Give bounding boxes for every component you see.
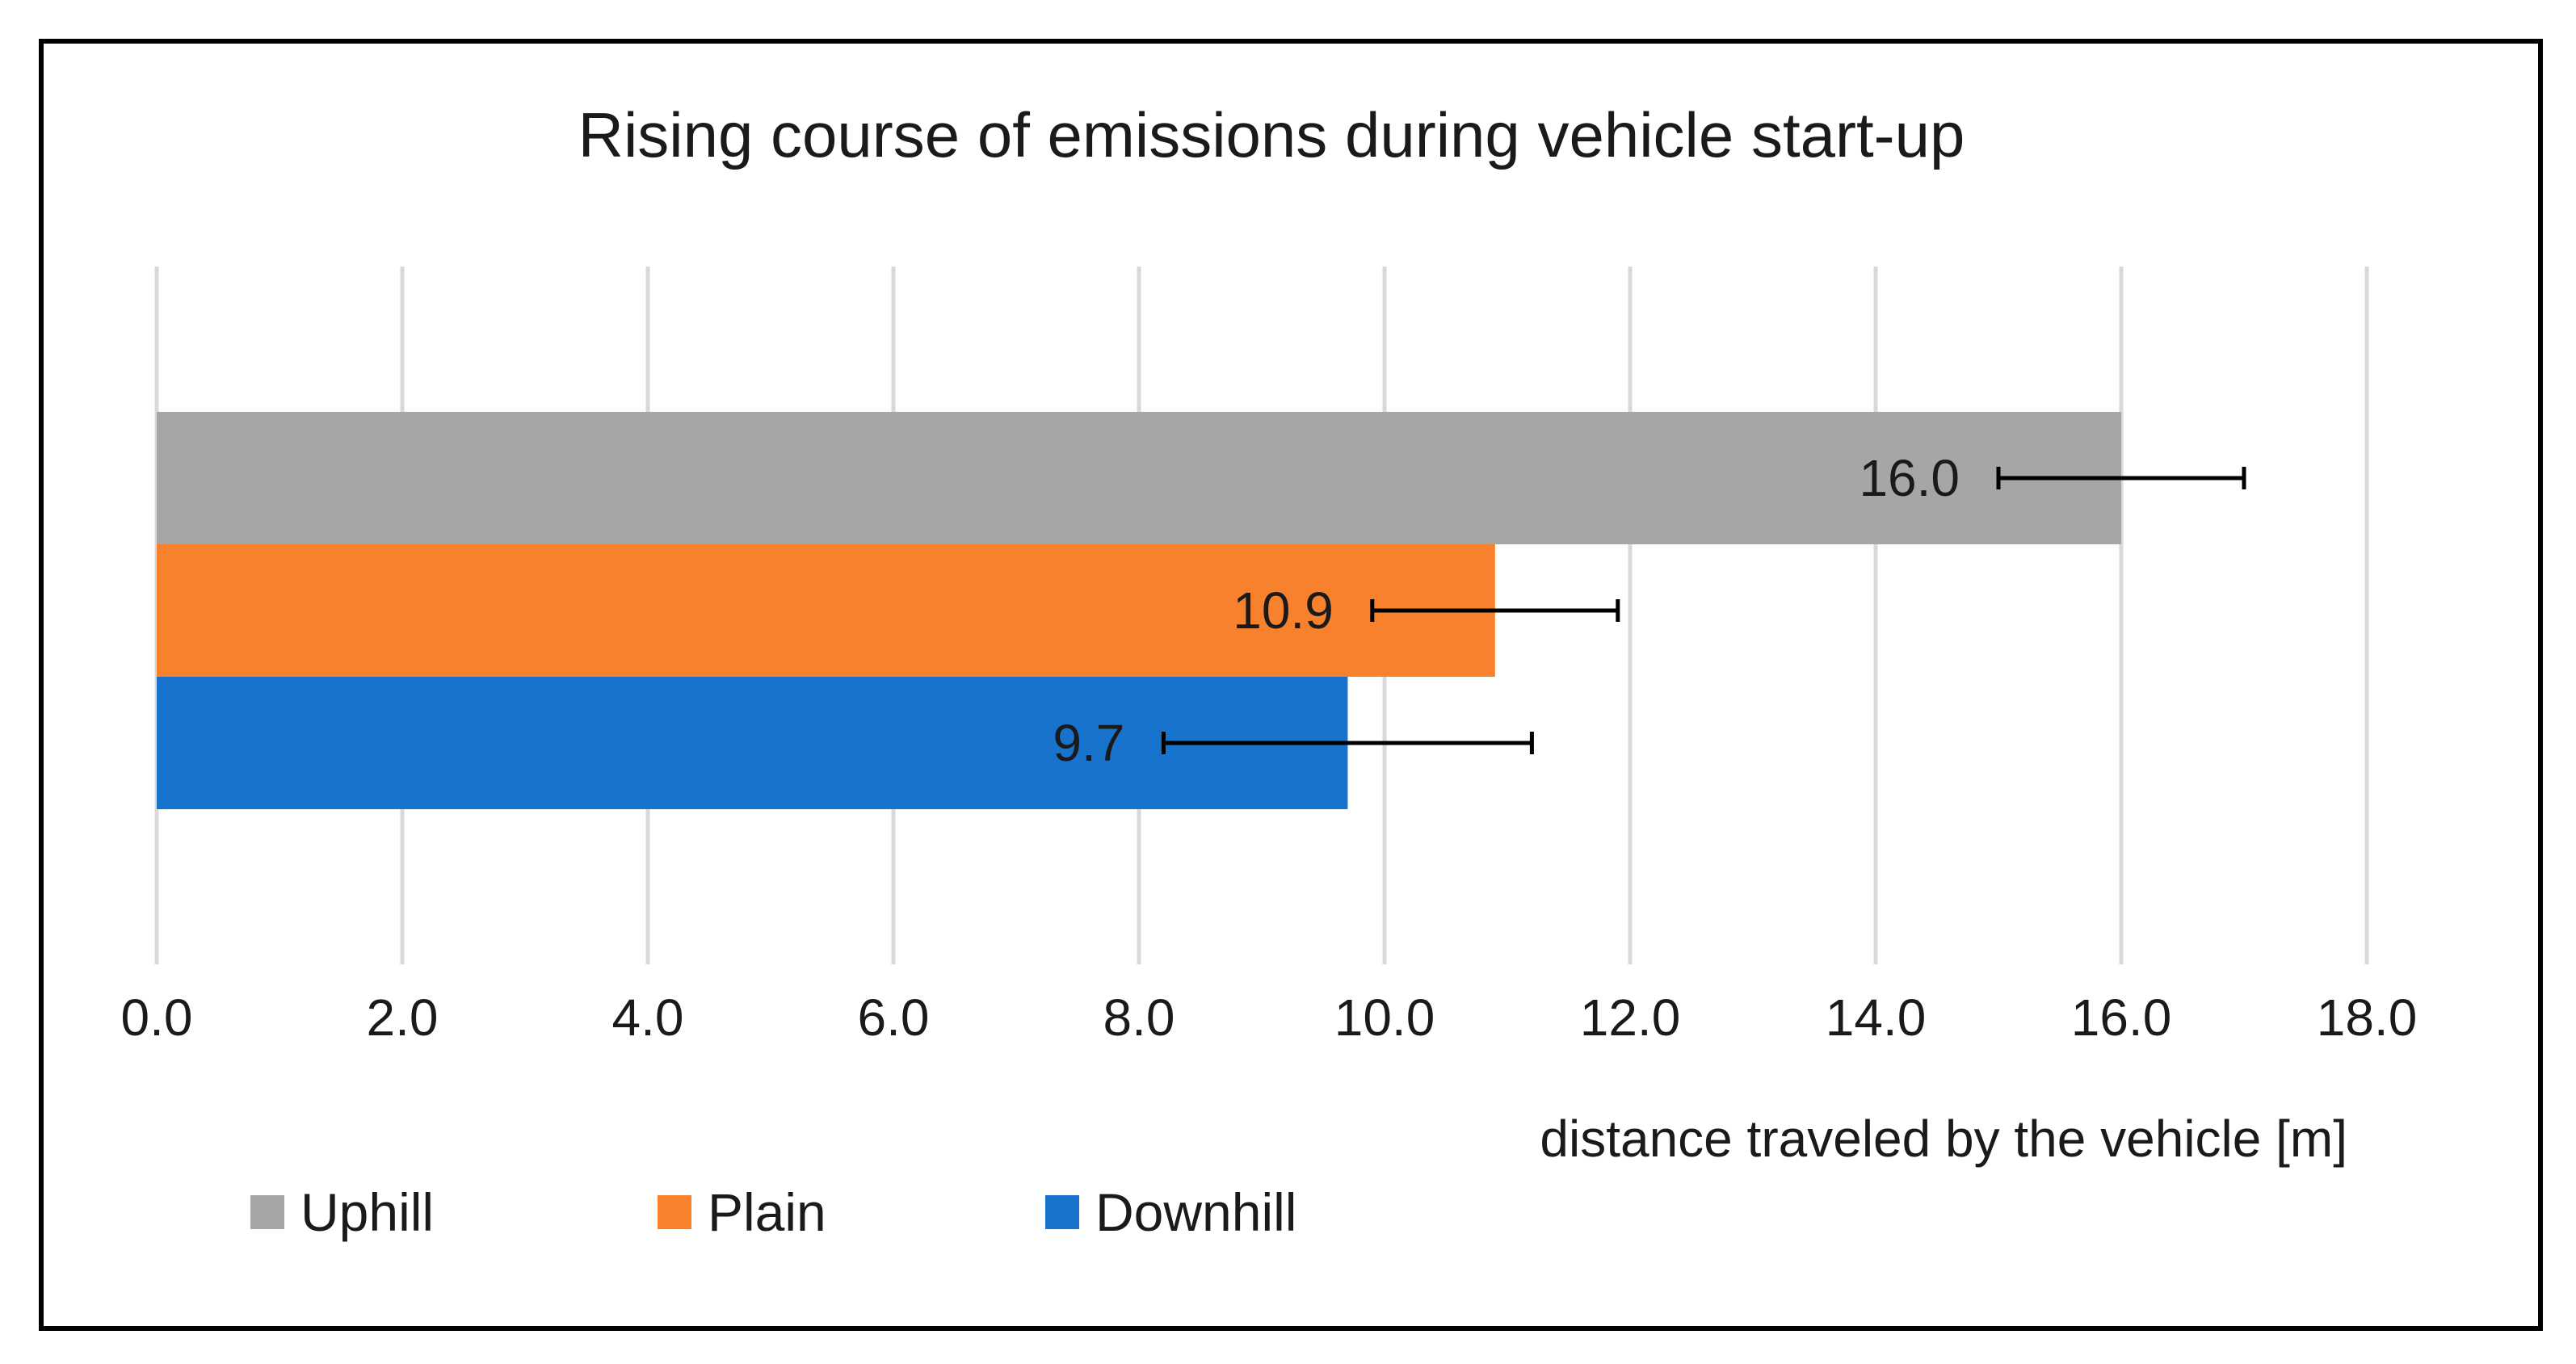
legend-item-downhill: Downhill [1045, 1182, 1296, 1242]
bars: 16.0 10.9 9.7 [157, 412, 2246, 809]
x-tick-label: 18.0 [2317, 988, 2418, 1047]
x-tick-label: 0.0 [121, 988, 193, 1047]
x-tick-label: 8.0 [1103, 988, 1175, 1047]
legend-label-uphill: Uphill [300, 1182, 434, 1242]
errorbar-downhill [1161, 732, 1534, 754]
legend-label-downhill: Downhill [1095, 1182, 1296, 1242]
bar-uphill [157, 412, 2121, 544]
data-label-downhill: 9.7 [1053, 714, 1124, 772]
x-axis-title: distance traveled by the vehicle [m] [1540, 1110, 2347, 1168]
bar-downhill [157, 677, 1348, 809]
bar-plain [157, 544, 1495, 677]
errorbar-plain [1370, 599, 1620, 622]
data-label-plain: 10.9 [1233, 581, 1334, 640]
x-tick-label: 14.0 [1826, 988, 1927, 1047]
legend-swatch-plain [658, 1195, 691, 1229]
chart-frame: Rising course of emissions during vehicl… [39, 39, 2543, 1331]
data-label-uphill: 16.0 [1859, 449, 1960, 507]
legend-label-plain: Plain [708, 1182, 826, 1242]
x-tick-label: 6.0 [858, 988, 930, 1047]
x-tick-label: 16.0 [2071, 988, 2172, 1047]
legend-item-uphill: Uphill [250, 1182, 434, 1242]
x-tick-label: 12.0 [1580, 988, 1681, 1047]
x-axis-ticks: 0.0 2.0 4.0 6.0 8.0 10.0 12.0 14.0 16.0 18.0 [121, 988, 2418, 1047]
x-tick-label: 2.0 [367, 988, 439, 1047]
x-tick-label: 4.0 [612, 988, 684, 1047]
legend: Uphill Plain Downhill [250, 1182, 1296, 1242]
chart: Rising course of emissions during vehicl… [121, 99, 2418, 1242]
legend-item-plain: Plain [658, 1182, 826, 1242]
legend-swatch-downhill [1045, 1195, 1079, 1229]
errorbar-uphill [1996, 467, 2246, 489]
legend-swatch-uphill [250, 1195, 284, 1229]
chart-title: Rising course of emissions during vehicl… [578, 99, 1965, 170]
x-tick-label: 10.0 [1334, 988, 1435, 1047]
